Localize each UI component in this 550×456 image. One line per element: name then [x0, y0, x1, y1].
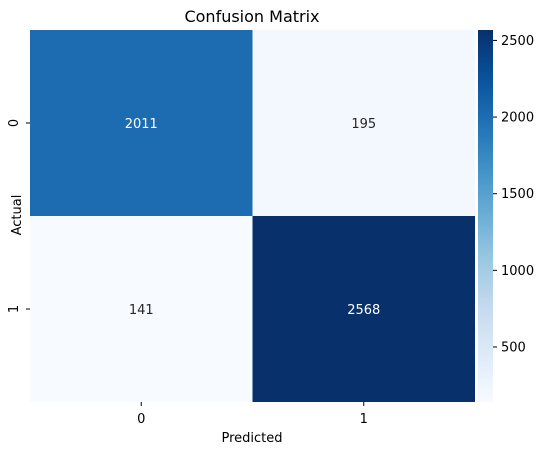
heatmap-cell-1-0: [30, 216, 253, 402]
heatmap-cell-0-0: [30, 30, 253, 216]
x-tick-label-0: 0: [137, 412, 145, 427]
colorbar-tick-label-4: 2500: [501, 34, 534, 49]
x-tick-label-1: 1: [360, 412, 368, 427]
colorbar-tick-label-2: 1500: [501, 187, 534, 202]
colorbar-tick-label-0: 500: [501, 340, 526, 355]
heatmap-cell-1-1: [252, 216, 475, 402]
y-tick-label-0: 0: [7, 119, 22, 127]
colorbar-tick-label-1: 1000: [501, 264, 534, 279]
cell-value-label-1-1: 2568: [347, 303, 380, 318]
y-axis-ticks: 01: [7, 119, 30, 313]
cell-value-label-1-0: 141: [129, 303, 154, 318]
y-tick-label-1: 1: [7, 305, 22, 313]
cell-value-label-0-0: 2011: [125, 117, 158, 132]
colorbar: 500 1000 1500 2000 2500: [478, 30, 534, 402]
heatmap-cell-0-1: [252, 30, 475, 216]
cell-value-label-0-1: 195: [351, 117, 376, 132]
x-axis-label: Predicted: [221, 431, 282, 446]
y-axis-label: Actual: [10, 195, 25, 236]
heatmap-cells: 2011 195 141 2568: [30, 30, 475, 402]
chart-title: Confusion Matrix: [184, 7, 319, 26]
colorbar-gradient: [478, 30, 493, 402]
colorbar-tick-label-3: 2000: [501, 111, 534, 126]
